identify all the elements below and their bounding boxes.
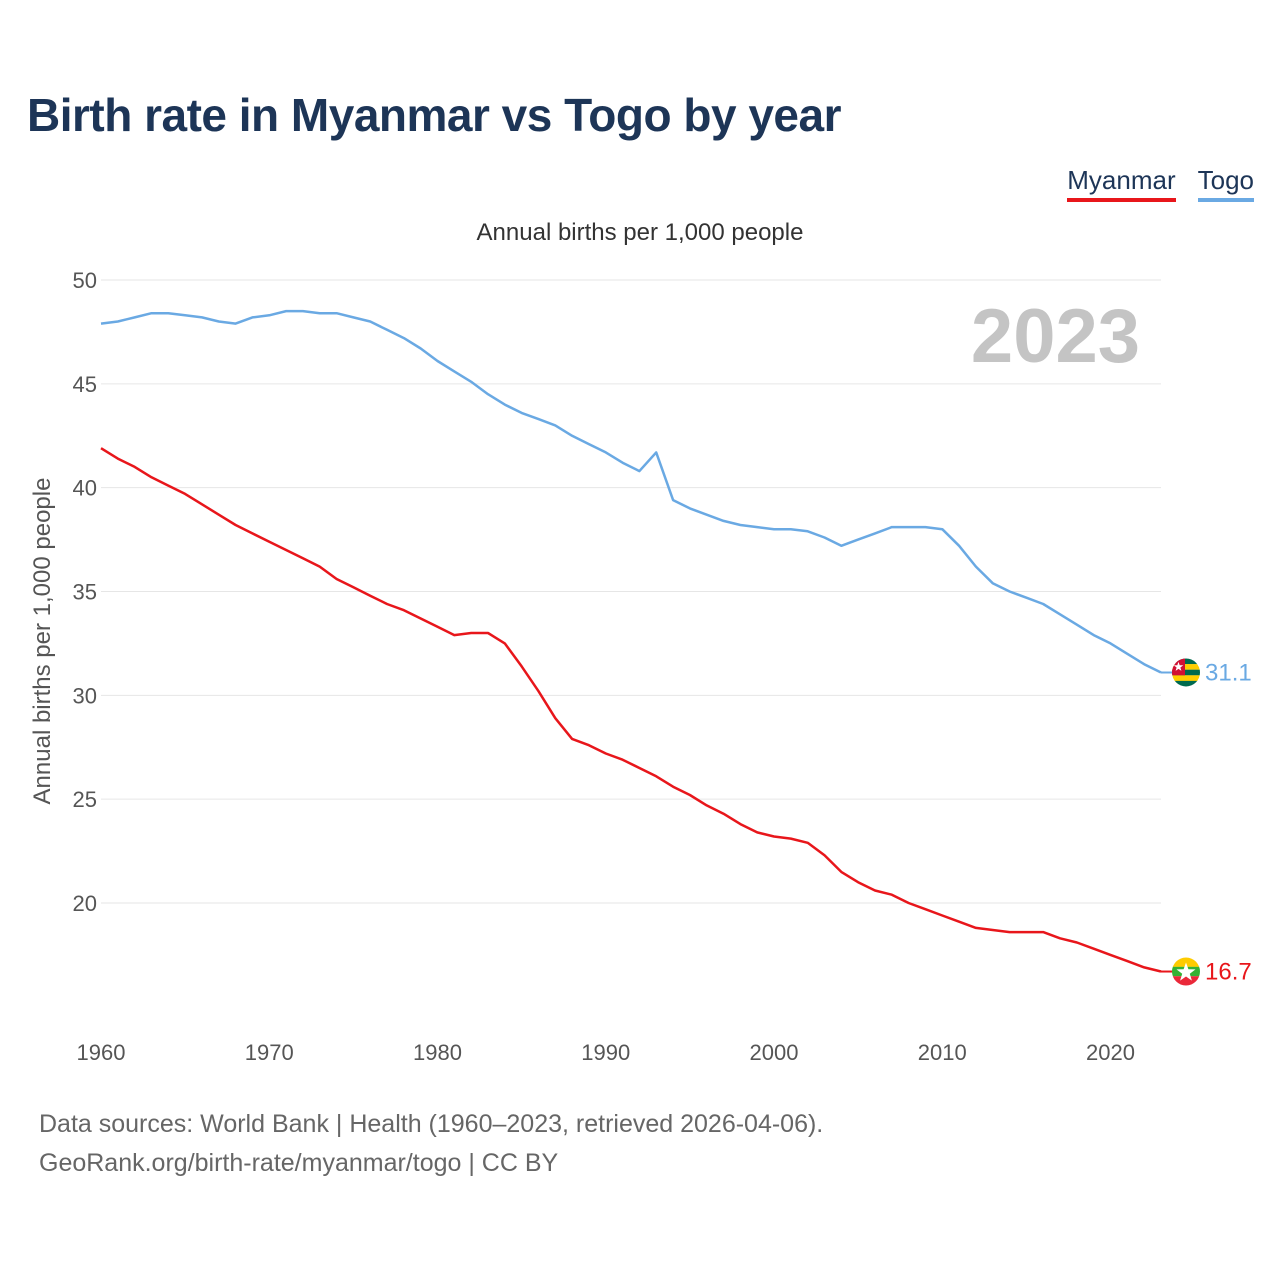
x-tick-label: 1980 xyxy=(413,1040,462,1065)
x-tick-label: 2010 xyxy=(918,1040,967,1065)
footer: Data sources: World Bank | Health (1960–… xyxy=(39,1105,823,1183)
y-tick-label: 25 xyxy=(73,787,97,812)
end-value-label-myanmar: 16.7 xyxy=(1205,959,1252,986)
myanmar-flag-icon xyxy=(1172,957,1200,986)
footer-url[interactable]: GeoRank.org/birth-rate/myanmar/togo | CC… xyxy=(39,1149,559,1177)
togo-flag-icon xyxy=(1172,658,1200,687)
y-tick-label: 50 xyxy=(73,268,97,293)
x-tick-label: 2000 xyxy=(750,1040,799,1065)
legend-item-togo[interactable]: Togo xyxy=(1197,165,1254,202)
y-tick-label: 35 xyxy=(73,580,97,605)
x-tick-label: 1970 xyxy=(245,1040,294,1065)
legend-item-myanmar[interactable]: Myanmar xyxy=(1067,165,1176,202)
line-chart: Annual births per 1,000 people Annual bi… xyxy=(29,219,1252,1065)
footer-sources: Data sources: World Bank | Health (1960–… xyxy=(39,1110,824,1138)
y-tick-label: 30 xyxy=(73,683,97,708)
y-tick-label: 40 xyxy=(73,476,97,501)
x-tick-label: 1960 xyxy=(77,1040,126,1065)
x-tick-label: 1990 xyxy=(581,1040,630,1065)
series-line-myanmar[interactable] xyxy=(100,447,1162,973)
end-value-label-togo: 31.1 xyxy=(1205,659,1252,686)
year-watermark: 2023 xyxy=(971,294,1140,379)
y-tick-label: 20 xyxy=(73,891,97,916)
chart-title: Birth rate in Myanmar vs Togo by year xyxy=(27,89,842,141)
y-axis-label: Annual births per 1,000 people xyxy=(29,478,56,805)
y-tick-label: 45 xyxy=(73,372,97,397)
x-tick-label: 2020 xyxy=(1086,1040,1135,1065)
chart-subtitle: Annual births per 1,000 people xyxy=(477,219,804,246)
series-line-togo[interactable] xyxy=(100,309,1162,674)
legend: Myanmar Togo xyxy=(1067,165,1254,202)
